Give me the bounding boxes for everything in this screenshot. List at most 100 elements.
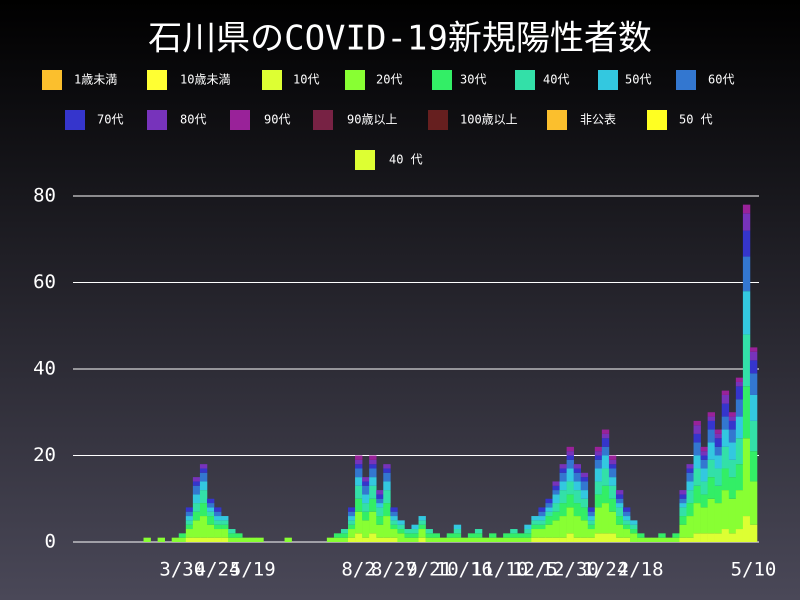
bar-segment [721, 394, 730, 404]
bar-segment [700, 507, 708, 534]
bar-segment [587, 537, 596, 542]
bar-segment [615, 537, 624, 542]
legend-swatch[interactable] [65, 110, 85, 130]
bar-segment [721, 403, 730, 417]
bar-segment [411, 537, 419, 542]
legend-swatch[interactable] [42, 70, 62, 90]
legend-swatch[interactable] [230, 110, 250, 130]
bar-segment [707, 477, 715, 499]
legend-swatch[interactable] [313, 110, 333, 130]
legend-label[interactable]: 70代 [97, 113, 123, 127]
legend-label[interactable]: 20代 [376, 73, 402, 87]
bar-segment [615, 503, 624, 508]
bar-segment [284, 537, 292, 542]
bar-segment [700, 481, 708, 495]
legend-label[interactable]: 10歳未満 [180, 73, 230, 87]
bar-segment [362, 481, 370, 486]
bar-segment [552, 520, 560, 538]
bar-segment [397, 524, 405, 530]
bar-segment [721, 416, 730, 430]
legend-swatch[interactable] [428, 110, 448, 130]
bar-segment [630, 533, 638, 542]
legend-label[interactable]: 40代 [543, 73, 569, 87]
bar-segment [489, 537, 497, 542]
bar-segment [615, 507, 624, 517]
legend-swatch[interactable] [598, 70, 618, 90]
legend-label[interactable]: 40 代 [389, 153, 423, 167]
bar-segment [623, 507, 631, 512]
bar-segment [658, 533, 666, 538]
legend-label[interactable]: 非公表 [580, 113, 616, 127]
bar-segment [707, 420, 715, 430]
bar-segment [700, 494, 708, 508]
bar-segment [728, 459, 737, 478]
bar-segment [686, 464, 694, 469]
bar-segment [714, 438, 723, 447]
bar-segment [326, 537, 335, 542]
bar-segment [714, 468, 723, 486]
bar-segment [538, 511, 546, 517]
legend-swatch[interactable] [515, 70, 535, 90]
legend-swatch[interactable] [262, 70, 282, 90]
bar-segment [369, 464, 377, 469]
bar-segment [587, 507, 596, 512]
bar-segment [192, 520, 201, 538]
bar-segment [383, 468, 391, 473]
bar-segment [206, 516, 215, 525]
bar-segment [340, 537, 349, 542]
legend-label[interactable]: 60代 [708, 73, 734, 87]
bar-segment [383, 472, 391, 482]
bar-segment [228, 537, 236, 542]
legend-label[interactable]: 30代 [460, 73, 486, 87]
legend-swatch[interactable] [147, 110, 167, 130]
bar-segment [199, 537, 208, 542]
legend-label[interactable]: 50 代 [679, 113, 713, 127]
bar-segment [214, 520, 222, 525]
legend-label[interactable]: 100歳以上 [460, 113, 518, 127]
bar-segment [206, 507, 215, 512]
bar-segment [185, 529, 194, 538]
bar-segment [601, 429, 610, 434]
bar-segment [615, 490, 624, 495]
bar-segment [700, 451, 708, 456]
legend-swatch[interactable] [355, 150, 375, 170]
bar-segment [735, 399, 744, 417]
bar-segment [728, 442, 737, 460]
legend-label[interactable]: 10代 [293, 73, 319, 87]
legend-label[interactable]: 1歳未満 [74, 73, 117, 87]
bar-segment [418, 520, 426, 525]
legend-swatch[interactable] [547, 110, 567, 130]
bar-segment [608, 455, 617, 460]
legend-swatch[interactable] [432, 70, 452, 90]
bar-segment [679, 494, 687, 499]
bar-segment [559, 468, 567, 473]
legend-label[interactable]: 90代 [264, 113, 290, 127]
bar-segment [538, 529, 546, 538]
bar-segment [594, 451, 603, 456]
bar-segment [369, 455, 377, 460]
bar-segment [348, 529, 356, 538]
x-tick-label: 5/10 [731, 559, 777, 581]
bar-segment [580, 481, 589, 491]
legend-swatch[interactable] [147, 70, 167, 90]
legend-label[interactable]: 80代 [180, 113, 206, 127]
legend-swatch[interactable] [345, 70, 365, 90]
bar-segment [742, 256, 751, 292]
legend-label[interactable]: 50代 [625, 73, 651, 87]
legend-label[interactable]: 90歳以上 [347, 113, 397, 127]
bar-segment [735, 438, 744, 465]
legend-swatch[interactable] [676, 70, 696, 90]
bar-segment [214, 516, 222, 521]
bar-segment [348, 516, 356, 521]
bar-segment [693, 455, 701, 469]
bar-segment [474, 537, 483, 542]
bar-segment [559, 464, 567, 469]
bar-segment [686, 481, 694, 491]
bar-segment [362, 511, 370, 521]
bar-segment [615, 494, 624, 499]
bar-segment [355, 498, 363, 512]
bar-segment [404, 537, 412, 542]
legend-swatch[interactable] [647, 110, 667, 130]
bar-segment [206, 537, 215, 542]
bar-segment [707, 498, 715, 534]
